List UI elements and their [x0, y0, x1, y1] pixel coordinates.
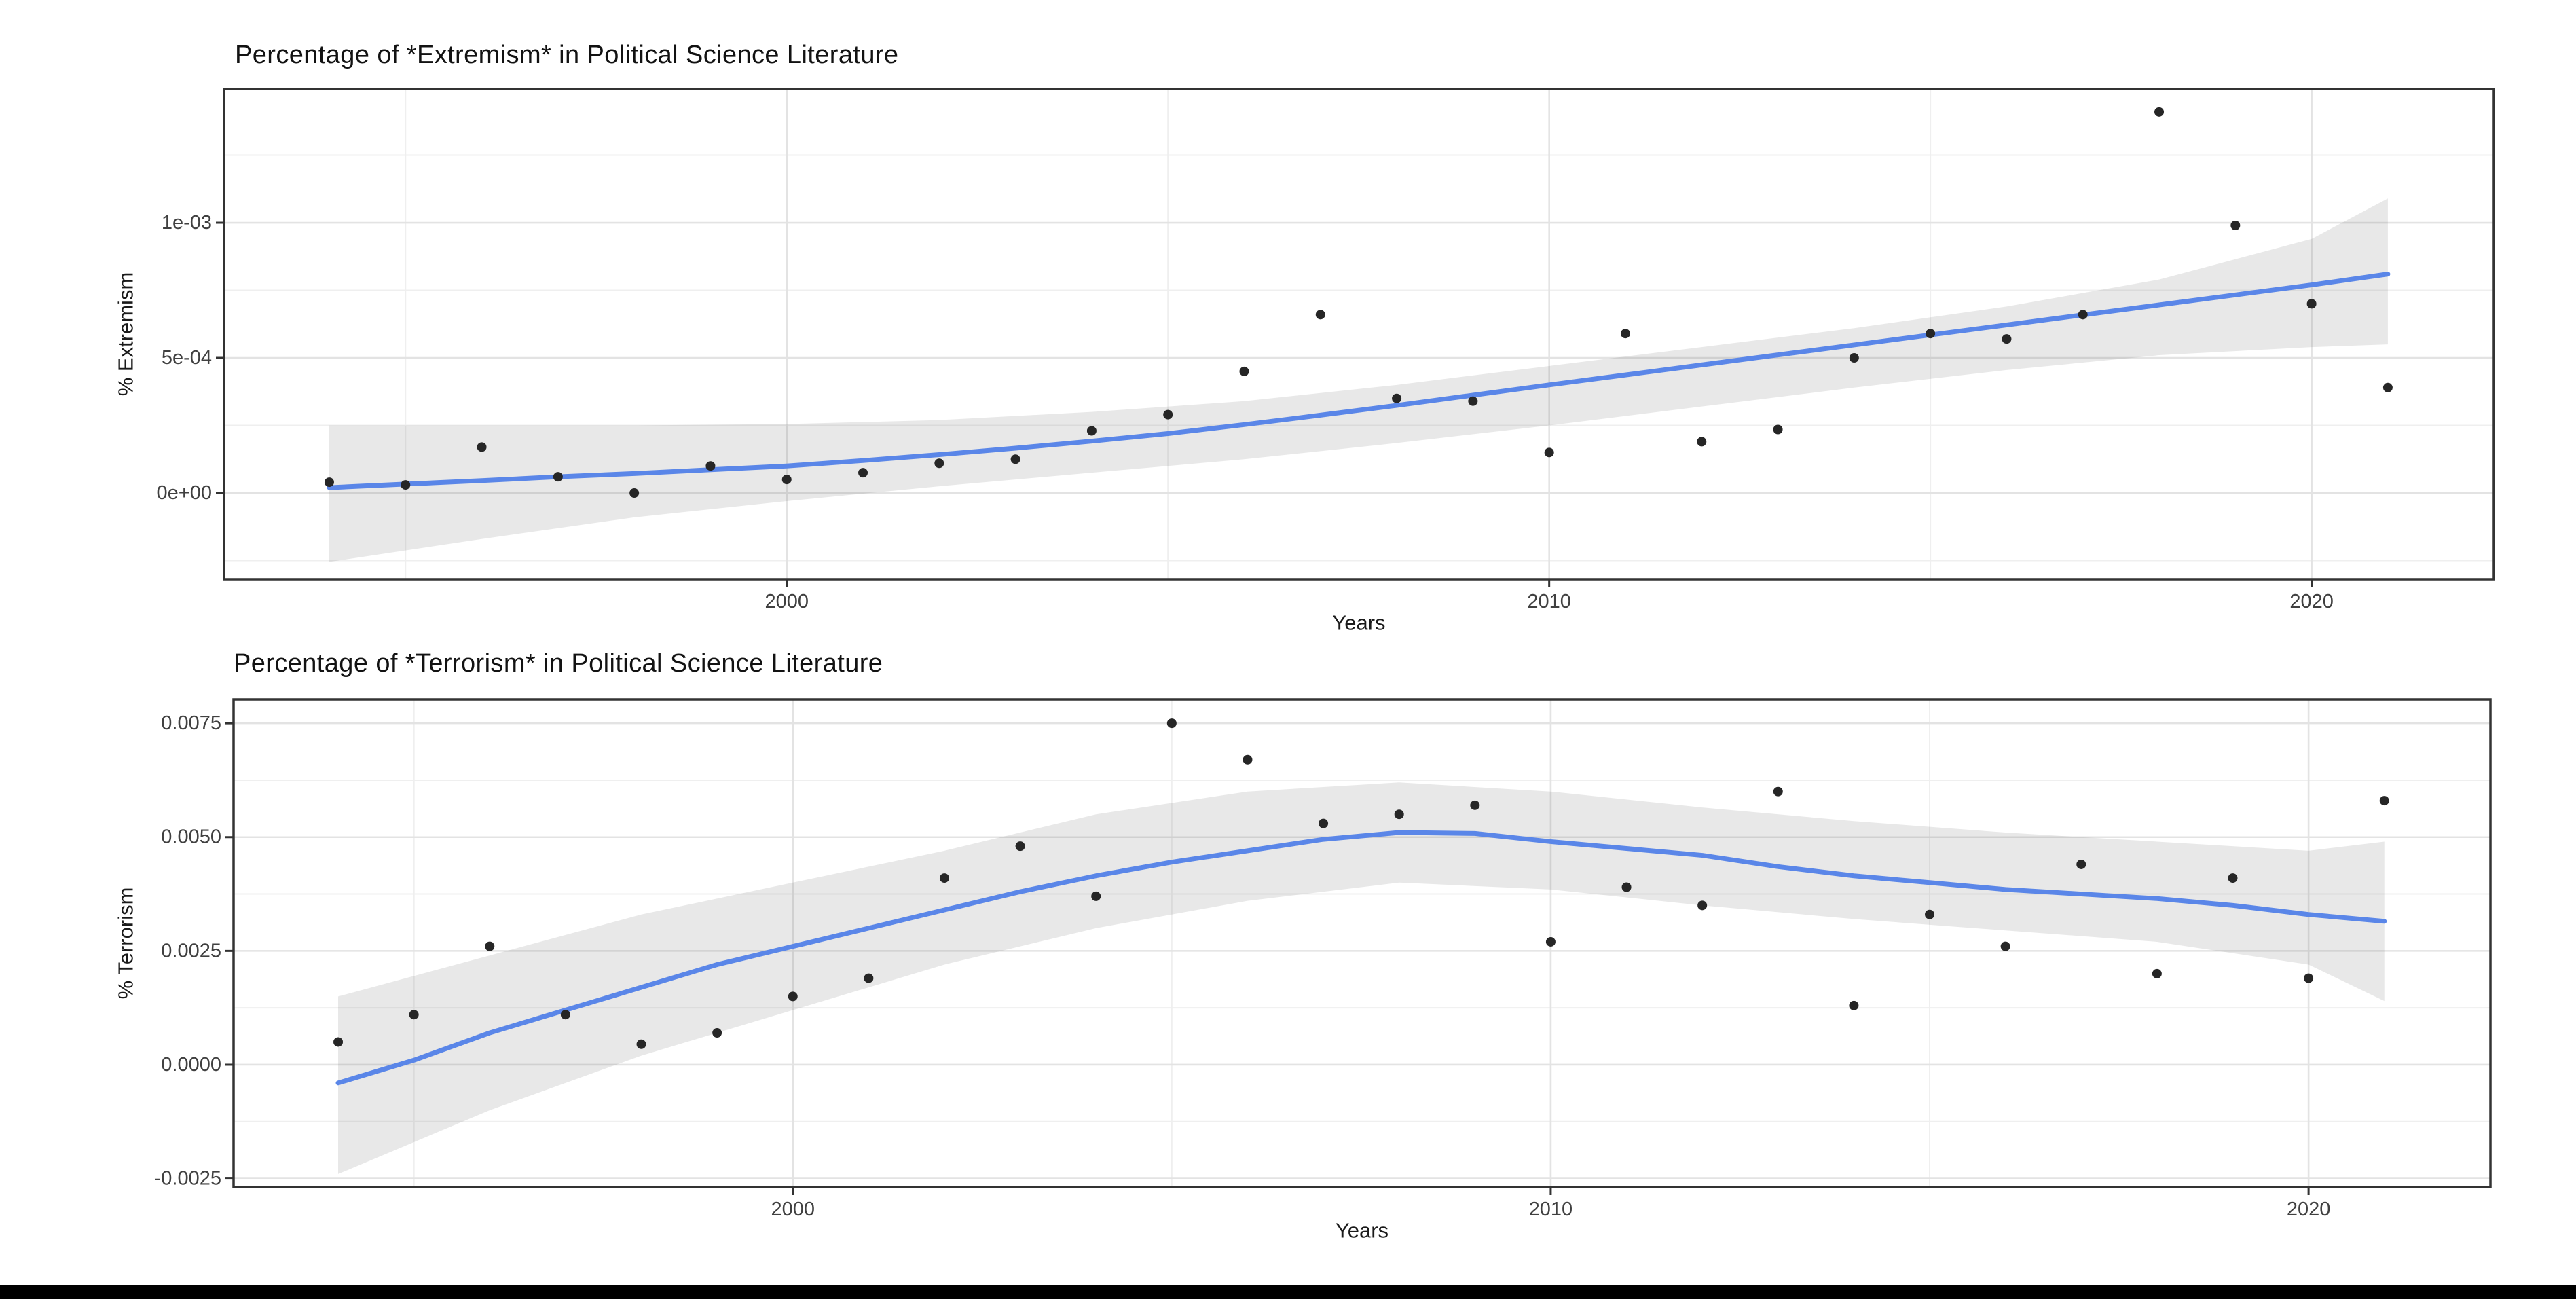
data-point: [1086, 426, 1097, 436]
axis-ticks: 2000 2010 2020 0e+00 5e-04 1e-03: [157, 212, 2334, 612]
data-point: [485, 941, 495, 951]
data-point: [1015, 841, 1025, 852]
data-point: [1697, 437, 1707, 447]
data-point: [2002, 334, 2012, 344]
x-axis-title: Years: [1332, 611, 1385, 635]
data-point: [1243, 754, 1253, 765]
data-point: [1849, 353, 1859, 363]
data-point: [2382, 382, 2393, 392]
data-point: [2304, 973, 2314, 983]
data-point: [1470, 800, 1480, 810]
data-point: [333, 1037, 344, 1047]
data-point: [1394, 809, 1404, 820]
data-point: [2152, 968, 2162, 978]
x-tick-label: 2000: [765, 591, 809, 612]
data-point: [560, 1010, 570, 1020]
chart-extremism: 2000 2010 2020 0e+00 5e-04 1e-03 Years % Extrem…: [114, 88, 2495, 635]
y-tick-label: 0.0000: [161, 1054, 221, 1076]
data-point: [401, 480, 411, 490]
x-axis-title: Years: [1336, 1219, 1388, 1243]
y-tick-label: 0.0075: [161, 712, 221, 734]
data-point: [629, 488, 640, 498]
data-point: [553, 472, 563, 482]
data-point: [1925, 909, 1935, 919]
y-tick-label: 0.0025: [161, 940, 221, 962]
data-point: [2379, 796, 2389, 806]
data-point: [788, 991, 798, 1002]
data-point: [1621, 882, 1632, 892]
data-point: [2228, 873, 2238, 883]
data-point: [1239, 366, 1249, 376]
bottom-edge-bar: [0, 1285, 2576, 1299]
data-point: [1773, 424, 1783, 435]
data-point: [1849, 1000, 1859, 1010]
data-point: [324, 477, 334, 488]
data-point: [1697, 900, 1708, 911]
chart-terrorism: 2000 2010 2020 -0.0025 0.0000 0.0025 0.0050 0.0…: [114, 698, 2492, 1243]
data-point: [1315, 310, 1325, 320]
data-point: [858, 468, 868, 478]
data-point: [1926, 329, 1936, 339]
x-tick-label: 2020: [2289, 591, 2334, 612]
panel-border: [232, 698, 2492, 1188]
data-point: [1166, 718, 1177, 729]
x-tick-label: 2010: [1529, 1199, 1573, 1220]
data-points: [333, 718, 2389, 1049]
chart-title-terrorism: Percentage of *Terrorism* in Political S…: [234, 649, 883, 678]
data-point: [636, 1039, 646, 1049]
data-point: [939, 873, 949, 883]
data-point: [409, 1010, 419, 1020]
data-point: [1620, 329, 1630, 339]
y-axis-title: % Extremism: [114, 272, 138, 397]
x-tick-label: 2000: [771, 1199, 815, 1220]
data-point: [2306, 299, 2317, 309]
data-point: [2078, 310, 2088, 320]
data-point: [1319, 818, 1329, 828]
y-tick-label: 1e-03: [162, 212, 212, 234]
y-axis-title: % Terrorism: [114, 888, 138, 1000]
data-point: [1545, 936, 1556, 947]
smooth-line: [335, 830, 2387, 1086]
y-tick-label: 0.0050: [161, 826, 221, 848]
confidence-ribbon: [338, 782, 2385, 1174]
data-point: [2000, 941, 2010, 951]
data-point: [934, 458, 944, 469]
x-tick-label: 2010: [1527, 591, 1571, 612]
y-tick-label: -0.0025: [155, 1168, 221, 1190]
x-tick-label: 2020: [2287, 1199, 2331, 1220]
data-point: [1091, 891, 1101, 901]
data-point: [1468, 396, 1478, 406]
data-point: [2154, 107, 2165, 117]
data-point: [1773, 786, 1783, 797]
chart-title-extremism: Percentage of *Extremism* in Political S…: [235, 41, 899, 69]
confidence-ribbon: [329, 198, 2388, 562]
smooth-line: [327, 272, 2391, 490]
data-point: [2230, 220, 2241, 230]
data-point: [2076, 859, 2086, 869]
panel-border: [223, 88, 2495, 581]
data-point: [1010, 454, 1020, 464]
data-point: [1544, 447, 1554, 458]
axis-ticks: 2000 2010 2020 -0.0025 0.0000 0.0025 0.0050 0.0…: [155, 712, 2331, 1220]
data-point: [705, 461, 716, 471]
grid-major: [224, 89, 2494, 579]
data-point: [712, 1028, 722, 1038]
data-point: [781, 475, 792, 485]
data-points: [324, 107, 2393, 498]
data-point: [477, 442, 487, 452]
data-point: [864, 973, 874, 983]
data-point: [1163, 409, 1173, 420]
data-point: [1392, 393, 1402, 403]
grid-minor: [224, 89, 2494, 579]
y-tick-label: 5e-04: [162, 347, 212, 369]
y-tick-label: 0e+00: [157, 482, 212, 504]
